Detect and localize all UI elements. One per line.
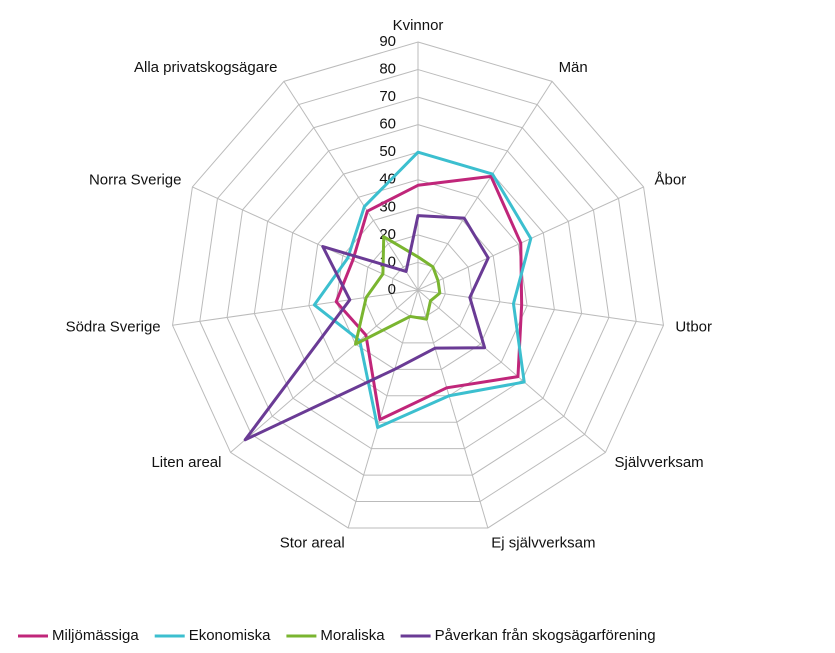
spoke: [417, 81, 553, 291]
category-label: Utbor: [675, 319, 712, 336]
tick-label: 90: [379, 33, 396, 50]
grid-ring: [253, 124, 583, 450]
category-label: Alla privatskogsägare: [134, 59, 277, 76]
legend-label: Påverkan från skogsägarförening: [435, 627, 656, 644]
series-line: [312, 150, 533, 429]
spoke: [230, 289, 419, 453]
grid-ring: [308, 179, 528, 397]
spoke: [417, 289, 489, 529]
legend-label: Moraliska: [320, 627, 385, 644]
tick-label: 60: [379, 116, 396, 133]
spoke: [417, 289, 664, 326]
tick-label: 70: [379, 88, 396, 105]
series-line: [354, 235, 442, 346]
spoke: [283, 81, 419, 291]
spoke: [172, 289, 419, 326]
spoke: [192, 186, 419, 291]
series-line: [334, 174, 524, 422]
category-label: Självverksam: [614, 454, 703, 471]
category-label: Södra Sverige: [66, 319, 161, 336]
category-label: Åbor: [655, 171, 687, 188]
spoke: [417, 289, 606, 453]
category-label: Män: [559, 59, 588, 76]
category-label: Liten areal: [151, 454, 221, 471]
category-label: Stor areal: [280, 534, 345, 551]
category-label: Ej självverksam: [491, 534, 595, 551]
grid-ring: [362, 234, 474, 344]
tick-label: 50: [379, 143, 396, 160]
tick-label: 0: [388, 281, 396, 298]
spoke: [347, 289, 419, 529]
category-label: Norra Sverige: [89, 171, 182, 188]
legend-label: Miljömässiga: [52, 627, 139, 644]
tick-label: 80: [379, 61, 396, 78]
series-line: [243, 214, 490, 442]
legend-label: Ekonomiska: [189, 627, 271, 644]
grid-ring: [335, 206, 501, 370]
grid-ring: [281, 151, 555, 423]
grid-ring: [172, 41, 664, 529]
grid-ring: [199, 69, 637, 503]
grid-ring: [226, 96, 610, 476]
category-label: Kvinnor: [393, 17, 444, 34]
tick-label: 40: [379, 171, 396, 188]
